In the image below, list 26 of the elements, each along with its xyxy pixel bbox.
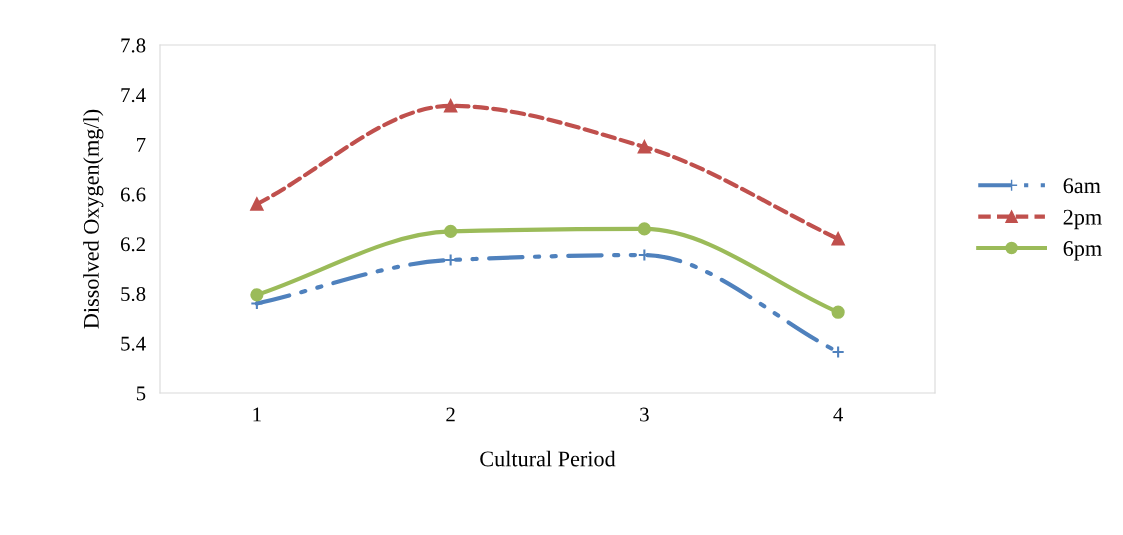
y-tick-label: 5 <box>136 386 146 401</box>
y-axis-title: Dissolved Oxygen(mg/l) <box>83 109 104 329</box>
legend-label: 2pm <box>1063 209 1102 230</box>
y-tick-label: 5.4 <box>121 336 146 351</box>
legend-label: 6pm <box>1063 241 1102 261</box>
point <box>637 222 651 236</box>
x-tick-label: 3 <box>640 407 649 422</box>
point <box>444 224 458 239</box>
point <box>250 288 264 302</box>
point <box>831 232 845 246</box>
y-tick-label: 6.6 <box>120 187 146 202</box>
y-tick-label: 6.2 <box>120 237 145 252</box>
point <box>831 305 845 319</box>
y-tick-label: 5.8 <box>121 286 146 302</box>
point <box>831 345 845 359</box>
legend-label: 6am <box>1063 178 1101 194</box>
y-tick-label: 7 <box>137 138 146 152</box>
x-tick-label: 2 <box>446 407 455 422</box>
y-tick-label: 7.4 <box>121 88 146 103</box>
point <box>444 99 458 113</box>
y-tick-label: 7.8 <box>121 38 146 53</box>
point <box>637 140 651 154</box>
x-axis-title: Cultural Period <box>480 450 616 467</box>
point <box>250 197 264 211</box>
x-tick-label: 4 <box>833 407 844 422</box>
x-tick-label: 1 <box>253 407 261 422</box>
